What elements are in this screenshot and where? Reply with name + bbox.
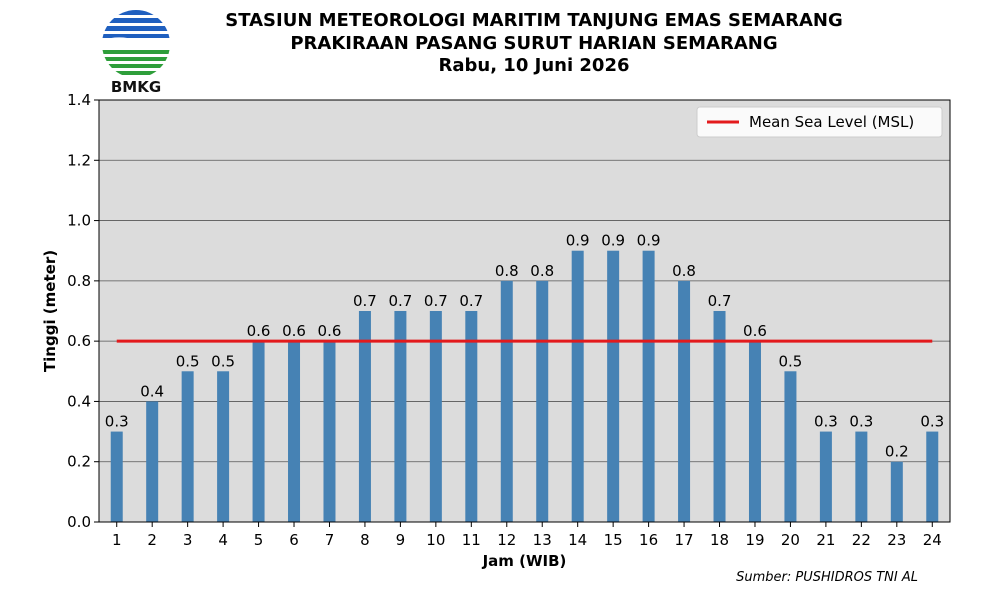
chart-title-station: STASIUN METEOROLOGI MARITIM TANJUNG EMAS… [225, 10, 843, 31]
bar [110, 431, 123, 522]
x-tick-label: 14 [568, 531, 587, 549]
x-tick-label: 17 [675, 531, 694, 549]
x-tick-label: 1 [112, 531, 122, 549]
x-tick-label: 6 [289, 531, 299, 549]
x-tick-label: 7 [325, 531, 335, 549]
bar [855, 431, 868, 522]
bar [678, 280, 691, 522]
logo-text: BMKG [110, 78, 162, 96]
bar [465, 311, 478, 522]
plot-area [99, 100, 950, 522]
plot-frame [98, 99, 951, 523]
x-tick-label: 24 [923, 531, 942, 549]
y-tick-label: 0.8 [67, 272, 91, 290]
y-tick-label: 0.2 [67, 453, 91, 471]
x-tick-label: 9 [396, 531, 406, 549]
x-tick-label: 2 [147, 531, 157, 549]
bar [713, 311, 726, 522]
bar [217, 371, 230, 522]
x-axis-label: Jam (WIB) [482, 552, 567, 570]
bar [323, 341, 336, 522]
logo-green-stripes [102, 50, 170, 75]
bar-data-label: 0.8 [672, 262, 696, 280]
x-tick-label: 10 [426, 531, 445, 549]
bar [926, 431, 939, 522]
y-tick-label: 0.4 [67, 392, 91, 410]
x-tick-label: 20 [781, 531, 800, 549]
y-tick-label: 1.2 [67, 151, 91, 169]
bar [748, 341, 761, 522]
logo-island-shape [102, 36, 170, 48]
bar-data-label: 0.6 [318, 322, 342, 340]
y-axis-label: Tinggi (meter) [41, 250, 59, 372]
source-note: Sumber: PUSHIDROS TNI AL [736, 570, 918, 585]
x-tick-label: 16 [639, 531, 658, 549]
legend-label-msl: Mean Sea Level (MSL) [749, 113, 914, 131]
x-tick-label: 15 [604, 531, 623, 549]
logo-blue-stripes [102, 10, 170, 38]
legend-box [696, 106, 943, 138]
bar-data-label: 0.6 [743, 322, 767, 340]
x-tick-label: 13 [533, 531, 552, 549]
y-tick-label: 0.6 [67, 332, 91, 350]
bar [819, 431, 832, 522]
bar-data-label: 0.5 [211, 352, 235, 370]
x-tick-label: 8 [360, 531, 370, 549]
bar [429, 311, 442, 522]
bar-data-label: 0.6 [247, 322, 271, 340]
y-tick-label: 1.0 [67, 212, 91, 230]
bar [784, 371, 797, 522]
bar-data-label: 0.5 [779, 352, 803, 370]
chart-title-date: Rabu, 10 Juni 2026 [438, 55, 630, 76]
bar-data-label: 0.7 [388, 292, 412, 310]
bar-data-label: 0.4 [140, 382, 164, 400]
bar [571, 250, 584, 522]
x-tick-label: 5 [254, 531, 264, 549]
bar-data-label: 0.3 [849, 413, 873, 431]
x-tick-label: 19 [745, 531, 764, 549]
bar-data-label: 0.5 [176, 352, 200, 370]
x-tick-label: 18 [710, 531, 729, 549]
bar-data-label: 0.7 [708, 292, 732, 310]
bar-data-label: 0.7 [353, 292, 377, 310]
bmkg-logo [102, 10, 170, 75]
bar [288, 341, 301, 522]
bar-data-label: 0.6 [282, 322, 306, 340]
bar-data-label: 0.3 [920, 413, 944, 431]
x-tick-label: 23 [887, 531, 906, 549]
y-tick-label: 1.4 [67, 91, 91, 109]
bar-data-label: 0.9 [601, 232, 625, 250]
x-tick-label: 3 [183, 531, 193, 549]
bar-data-label: 0.3 [814, 413, 838, 431]
bar-data-label: 0.3 [105, 413, 129, 431]
bar [536, 280, 549, 522]
y-tick-label: 0.0 [67, 513, 91, 531]
bar [642, 250, 655, 522]
x-tick-label: 12 [497, 531, 516, 549]
bar-data-label: 0.8 [530, 262, 554, 280]
bar-data-label: 0.7 [459, 292, 483, 310]
x-tick-label: 11 [462, 531, 481, 549]
bar [500, 280, 513, 522]
bar-data-label: 0.8 [495, 262, 519, 280]
x-tick-label: 21 [816, 531, 835, 549]
bar [394, 311, 407, 522]
chart-title-forecast: PRAKIRAAN PASANG SURUT HARIAN SEMARANG [290, 33, 778, 54]
bar [607, 250, 620, 522]
bar [890, 461, 903, 522]
x-tick-label: 22 [852, 531, 871, 549]
bar-data-label: 0.9 [566, 232, 590, 250]
bar-data-label: 0.7 [424, 292, 448, 310]
bar [146, 401, 159, 522]
bar [181, 371, 194, 522]
bar-data-label: 0.9 [637, 232, 661, 250]
bar-data-label: 0.2 [885, 443, 909, 461]
x-tick-label: 4 [218, 531, 228, 549]
bar [358, 311, 371, 522]
bar [252, 341, 265, 522]
